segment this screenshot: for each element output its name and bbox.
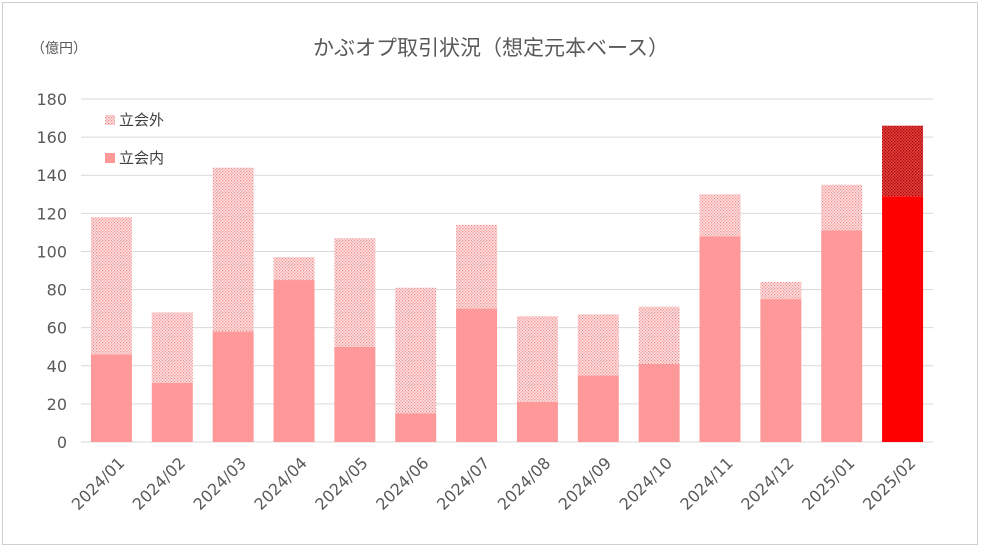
- x-tick-label: 2025/01: [798, 453, 858, 513]
- x-tick-label: 2024/05: [311, 453, 371, 513]
- y-axis-unit: （億円）: [31, 41, 87, 57]
- x-tick-label: 2024/02: [129, 453, 189, 513]
- x-tick-label: 2024/08: [494, 453, 554, 513]
- bar-inside: [151, 382, 193, 442]
- y-tick-label: 120: [36, 204, 67, 223]
- y-tick-label: 80: [47, 281, 67, 300]
- chart-svg: かぶオプ取引状況（想定元本ベース） （億円） 0 20 40 60 80 100 120 14…: [31, 36, 933, 514]
- legend-item-outside: 立会外: [105, 111, 164, 129]
- bar-inside: [638, 363, 680, 442]
- y-tick-label: 40: [47, 357, 67, 376]
- y-tick-label: 60: [47, 319, 67, 338]
- x-tick-label: 2025/02: [859, 453, 919, 513]
- x-tick-label: 2024/09: [555, 453, 615, 513]
- bar-inside: [273, 280, 315, 442]
- x-tick-label: 2024/10: [616, 453, 676, 513]
- bars: [90, 125, 924, 442]
- legend-swatch-outside: [105, 115, 115, 125]
- bar-outside: [395, 287, 437, 414]
- y-tick-label: 160: [36, 128, 67, 147]
- bar-outside: [334, 238, 376, 347]
- bar-outside: [273, 257, 315, 281]
- bar-outside: [212, 167, 254, 332]
- bar-inside: [577, 375, 619, 442]
- bar-inside: [90, 354, 132, 442]
- y-tick-label: 180: [36, 90, 67, 109]
- bar-inside: [760, 299, 802, 442]
- legend-swatch-inside: [105, 153, 115, 163]
- bar-inside: [456, 308, 498, 442]
- bar-outside: [456, 224, 498, 309]
- bar-outside: [577, 314, 619, 376]
- bar-outside: [90, 217, 132, 355]
- y-tick-label: 0: [57, 433, 67, 452]
- y-tick-label: 100: [36, 242, 67, 261]
- legend-label-outside: 立会外: [119, 111, 164, 129]
- x-tick-label: 2024/07: [433, 453, 493, 513]
- bar-outside: [821, 184, 863, 231]
- bar-inside: [212, 331, 254, 442]
- bar-outside: [760, 281, 802, 300]
- y-tick-labels: 0 20 40 60 80 100 120 140 160 180: [36, 90, 67, 452]
- bar-outside: [151, 312, 193, 383]
- x-tick-label: 2024/01: [68, 453, 128, 513]
- bar-inside: [516, 401, 558, 442]
- bar-inside: [395, 413, 437, 442]
- legend-item-inside: 立会内: [105, 149, 164, 167]
- bar-outside: [882, 125, 924, 197]
- legend: 立会外 立会内: [105, 111, 164, 167]
- x-tick-label: 2024/04: [250, 453, 310, 513]
- chart-title: かぶオプ取引状況（想定元本ベース）: [313, 36, 669, 60]
- bar-outside: [699, 194, 741, 237]
- x-tick-labels: 2024/01 2024/02 2024/03 2024/04 2024/05 2024/…: [68, 453, 920, 513]
- x-tick-label: 2024/06: [372, 453, 432, 513]
- bar-inside: [882, 196, 924, 442]
- bar-inside: [334, 346, 376, 442]
- bar-inside: [821, 230, 863, 442]
- x-tick-label: 2024/03: [190, 453, 250, 513]
- y-tick-label: 140: [36, 166, 67, 185]
- y-tick-label: 20: [47, 395, 67, 414]
- x-tick-label: 2024/11: [676, 453, 736, 513]
- x-tick-label: 2024/12: [737, 453, 797, 513]
- bar-outside: [516, 316, 558, 402]
- bar-inside: [699, 236, 741, 442]
- gridlines: [81, 98, 933, 443]
- bar-outside: [638, 306, 680, 364]
- legend-label-inside: 立会内: [119, 149, 164, 167]
